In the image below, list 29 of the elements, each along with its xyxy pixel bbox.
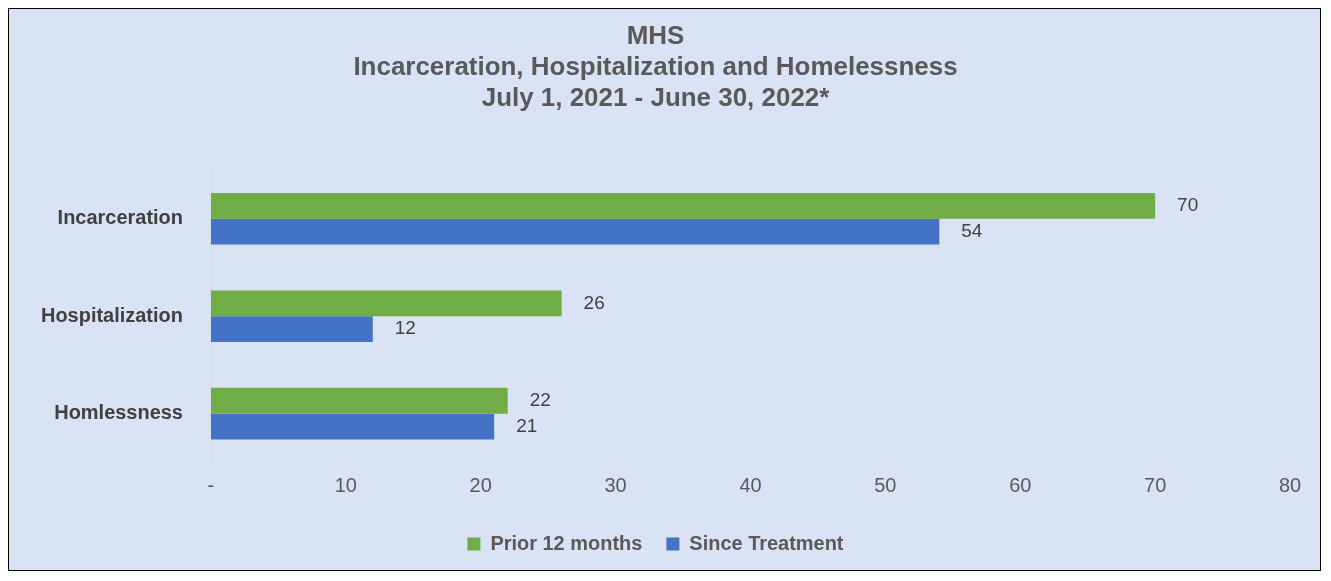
bar <box>210 413 495 440</box>
y-tick-label: Hospitalization <box>41 303 183 326</box>
x-tick-label: 20 <box>469 473 492 496</box>
x-tick-label: 40 <box>739 473 762 496</box>
data-label: 54 <box>961 219 983 241</box>
x-tick-label: 80 <box>1278 473 1302 496</box>
text: July 1, 2021 - June 30, 2022* <box>481 82 830 111</box>
x-tick-label: 10 <box>334 473 357 496</box>
legend-label: Since Treatment <box>689 531 844 554</box>
y-tick-label: Homlessness <box>54 401 183 424</box>
bar <box>210 290 562 317</box>
data-label: 22 <box>529 388 551 410</box>
text: MHS <box>626 20 685 49</box>
bar <box>210 218 940 245</box>
legend-label: Prior 12 months <box>490 531 643 554</box>
x-tick-label: 70 <box>1144 473 1167 496</box>
x-tick-label: - <box>207 473 215 496</box>
data-label: 26 <box>583 291 605 313</box>
bar <box>210 387 508 414</box>
bar <box>210 316 373 343</box>
bar <box>210 192 1156 219</box>
x-tick-label: 60 <box>1009 473 1032 496</box>
x-tick-label: 50 <box>874 473 897 496</box>
y-tick-label: Incarceration <box>57 206 183 229</box>
data-label: 70 <box>1177 194 1199 216</box>
text: Incarceration, Hospitalization and Homelessness <box>353 51 958 80</box>
data-label: 21 <box>516 414 538 436</box>
data-label: 12 <box>394 317 416 339</box>
x-tick-label: 30 <box>604 473 627 496</box>
